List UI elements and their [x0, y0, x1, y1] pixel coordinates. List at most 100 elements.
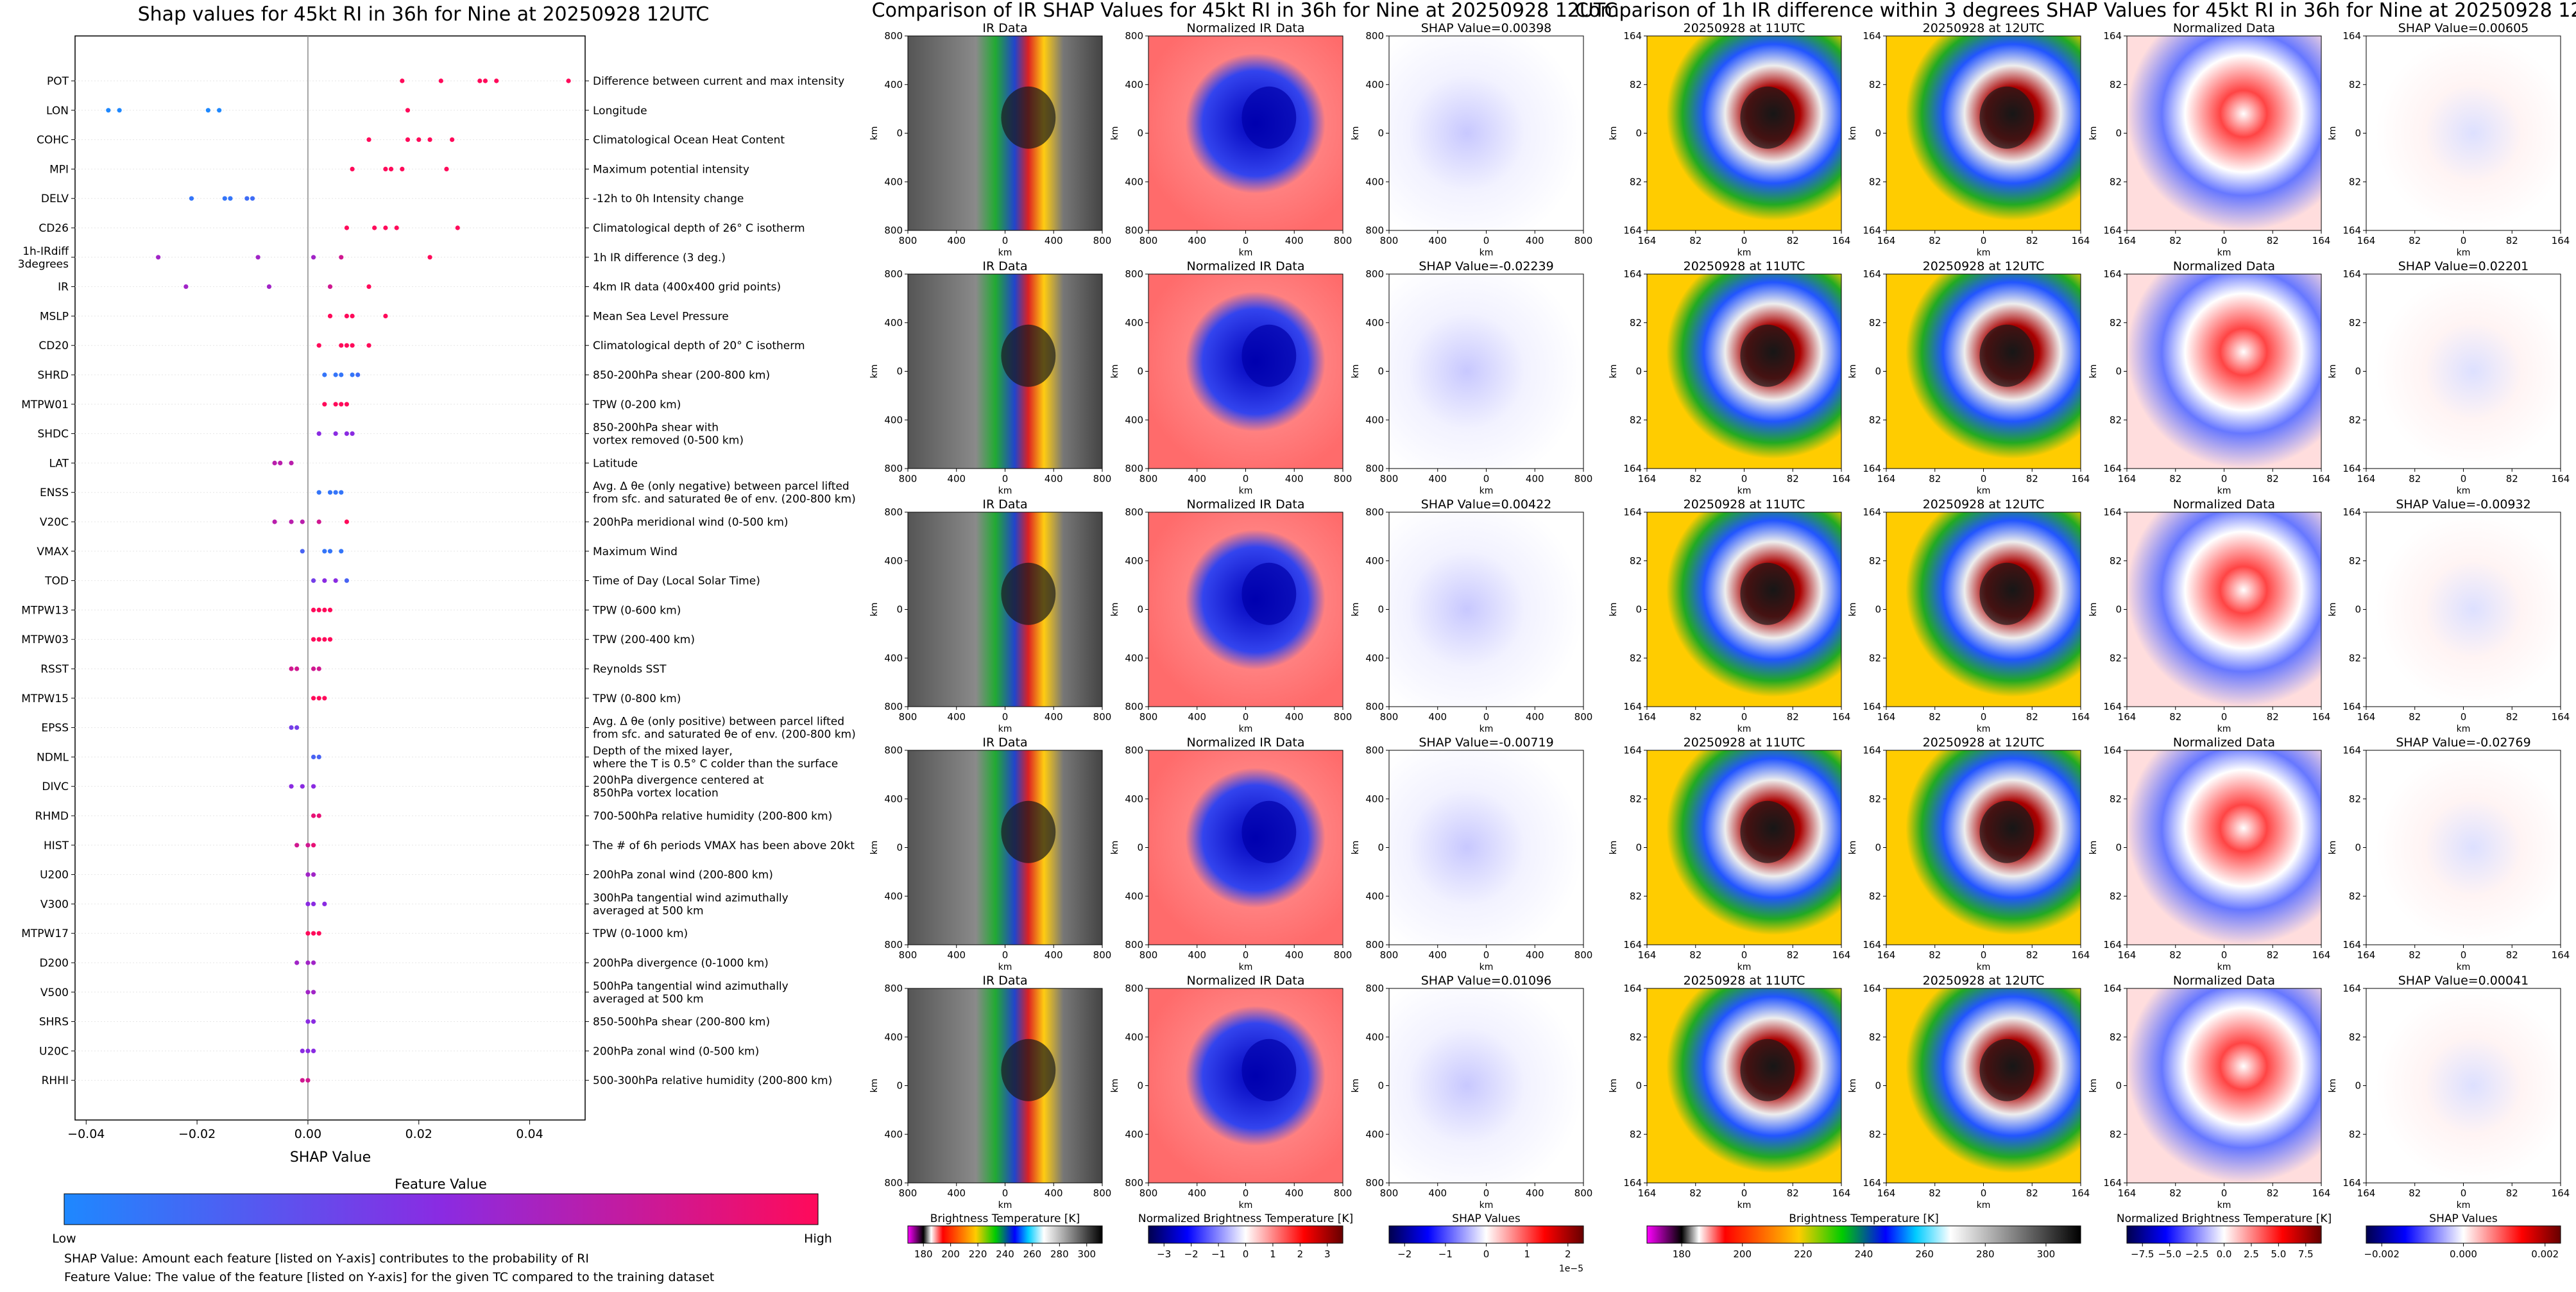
storm-core [1740, 324, 1795, 387]
x-axis-unit: km [1480, 724, 1494, 734]
y-axis-unit: km [1110, 603, 1120, 617]
x-tick-label: 0 [1002, 711, 1009, 723]
y-tick-label: 82 [1630, 652, 1642, 664]
panel-title: SHAP Value=0.02201 [2398, 259, 2529, 273]
y-axis-unit: km [1351, 841, 1361, 855]
y-axis-unit: km [1608, 1079, 1619, 1093]
shap-point [250, 196, 255, 201]
colorbar-tick-label: 3 [1324, 1248, 1331, 1260]
x-axis-unit: km [1737, 724, 1752, 734]
shap-point [444, 166, 449, 171]
x-tick-label: 164 [2118, 473, 2137, 485]
shap-point [294, 725, 300, 730]
shap-point [294, 666, 300, 671]
y-tick-label: 82 [1630, 317, 1642, 329]
y-tick-label: 800 [884, 225, 903, 236]
storm-core [1001, 562, 1056, 625]
y-axis-unit: km [869, 365, 880, 379]
x-tick-label: 82 [2506, 711, 2518, 723]
feature-description: averaged at 500 km [593, 993, 704, 1006]
feature-name: MTPW17 [21, 927, 69, 940]
feature-description: 4km IR data (400x400 grid points) [593, 281, 781, 294]
y-tick-label: 164 [2103, 506, 2122, 518]
x-tick-label: 800 [1380, 1187, 1399, 1199]
y-tick-label: 0 [1378, 1080, 1384, 1092]
y-tick-label: 164 [2103, 701, 2122, 712]
shap-point [344, 578, 350, 583]
panel-title: 20250928 at 11UTC [1684, 259, 1805, 273]
colorbar [2126, 1225, 2322, 1244]
shap-point [333, 402, 338, 407]
shap-point [156, 255, 161, 260]
y-tick-label: 82 [2349, 793, 2361, 805]
y-tick-label: 82 [2349, 890, 2361, 902]
x-axis-unit: km [2457, 962, 2471, 972]
y-tick-label: 164 [2342, 225, 2361, 236]
panel-title: SHAP Value=-0.00719 [1419, 736, 1553, 750]
y-tick-label: 400 [1365, 79, 1384, 90]
colorbar [1388, 1225, 1584, 1244]
panel-image-dn [2126, 512, 2322, 707]
shap-point [333, 372, 338, 377]
shap-point [344, 431, 350, 436]
colorbar-label: SHAP Values [2429, 1212, 2498, 1225]
shap-point [322, 402, 327, 407]
shap-point [405, 137, 411, 142]
y-tick-label: 0 [2115, 366, 2122, 377]
x-axis-unit: km [1480, 962, 1494, 972]
y-tick-label: 800 [884, 506, 903, 518]
shap-point [350, 372, 355, 377]
shap-point [322, 696, 327, 701]
shap-point [450, 137, 455, 142]
feature-name: VMAX [37, 546, 69, 558]
x-tick-label: 800 [1093, 949, 1112, 961]
shap-point [289, 725, 294, 730]
y-axis-unit: km [2088, 365, 2099, 379]
shap-point [278, 460, 283, 466]
colorbar-tick-label: 180 [1673, 1248, 1691, 1260]
y-tick-label: 800 [884, 30, 903, 42]
y-tick-label: 82 [2110, 1031, 2122, 1043]
y-tick-label: 800 [1125, 1177, 1143, 1189]
feature-description: 500hPa tangential wind azimuthally [593, 980, 789, 993]
x-tick-label: 82 [1929, 949, 1941, 961]
shap-point [350, 343, 355, 348]
x-tick-label: 164 [1877, 949, 1896, 961]
panel-title: 20250928 at 12UTC [1923, 259, 2045, 273]
y-tick-label: 800 [884, 463, 903, 474]
feature-name: LAT [49, 457, 69, 470]
y-tick-label: 400 [1125, 317, 1143, 329]
shap-point [300, 784, 305, 789]
x-tick-label: 82 [2267, 473, 2279, 485]
x-tick-label: 164 [2552, 1187, 2570, 1199]
x-tick-label: 800 [1334, 1187, 1352, 1199]
shap-point [311, 607, 316, 613]
shap-point [316, 607, 321, 613]
shap-point [394, 225, 399, 230]
x-tick-label: 82 [2026, 473, 2038, 485]
y-tick-label: 82 [1630, 555, 1642, 567]
x-tick-label: 0.04 [516, 1127, 543, 1141]
colorbar-low-label: Low [52, 1232, 76, 1246]
panel-image-dn [2126, 35, 2322, 231]
y-axis-unit: km [869, 841, 880, 855]
y-tick-label: 164 [1863, 506, 1881, 518]
x-tick-label: 400 [1045, 711, 1063, 723]
shap-point [294, 843, 300, 848]
y-tick-label: 400 [884, 555, 903, 567]
y-tick-label: 82 [2110, 79, 2122, 90]
panel-image-shap [1388, 35, 1584, 231]
y-tick-label: 164 [2342, 745, 2361, 756]
x-tick-label: 82 [2026, 949, 2038, 961]
y-axis-unit: km [1110, 126, 1120, 141]
x-axis-unit: km [2217, 486, 2231, 496]
shap-point [383, 166, 388, 171]
feature-name: RHHI [42, 1074, 69, 1087]
panel-image-ds [2366, 35, 2561, 231]
shap-point [311, 990, 316, 995]
y-axis-unit: km [2088, 126, 2099, 141]
x-tick-label: 164 [1832, 235, 1851, 246]
feature-description: TPW (0-800 km) [592, 693, 681, 705]
x-tick-label: 0 [1741, 235, 1748, 246]
shap-point [566, 78, 571, 83]
